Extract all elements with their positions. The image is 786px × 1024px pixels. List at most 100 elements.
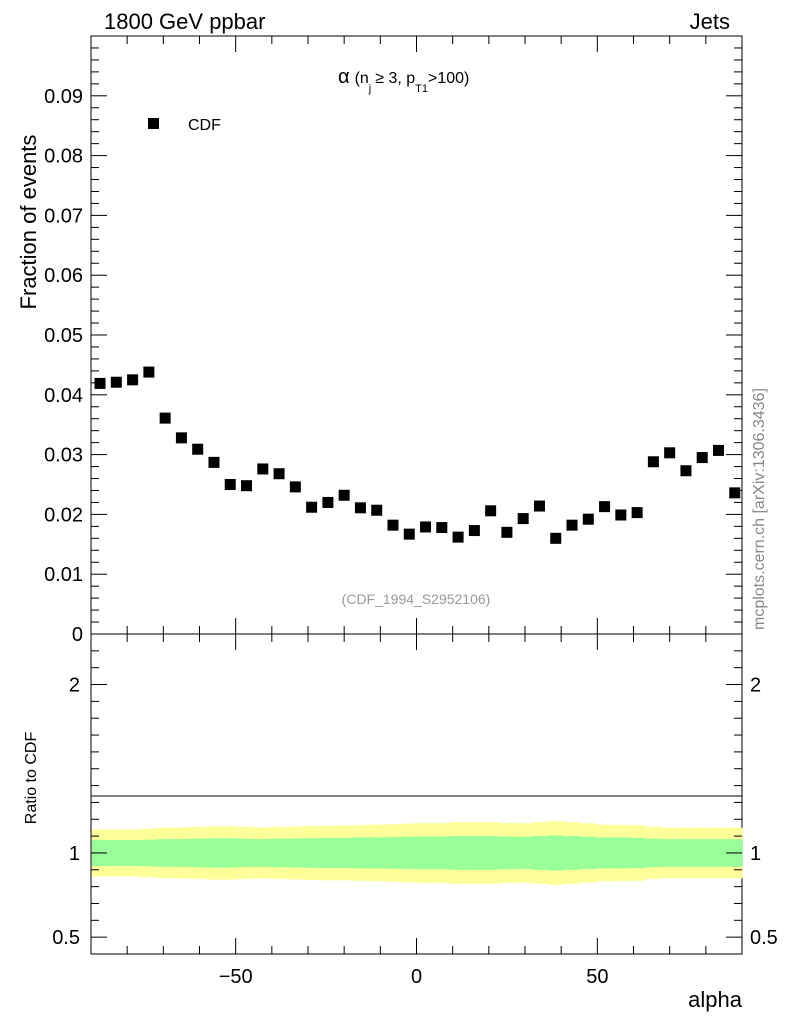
ratio-tick-label-left: 1 [69, 843, 80, 865]
cdf-data-point [94, 377, 106, 389]
ratio-inner-band-bin [368, 837, 385, 869]
ratio-inner-band-bin [157, 839, 174, 867]
ratio-inner-band-bin [270, 838, 288, 868]
title-close: >100) [428, 70, 469, 87]
ratio-inner-band-bin [352, 837, 369, 869]
y-tick-label: 0.02 [44, 504, 83, 526]
ratio-inner-band-bin [531, 836, 548, 870]
ratio-inner-band-bin [384, 837, 402, 869]
x-tick-label: 50 [586, 966, 608, 988]
cdf-data-point [550, 532, 562, 544]
cdf-data-point [696, 452, 708, 464]
cdf-data-point [159, 412, 171, 424]
cdf-markers [94, 366, 741, 544]
cdf-data-point [582, 513, 594, 525]
ratio-inner-band-bin [694, 839, 711, 867]
cdf-data-point [289, 481, 301, 493]
ratio-bands [91, 820, 743, 885]
cdf-data-point [322, 496, 334, 508]
cdf-data-point [192, 443, 204, 455]
legend-marker [148, 118, 159, 129]
ratio-inner-band-bin [189, 838, 206, 868]
cdf-data-point [647, 456, 659, 468]
ratio-tick-label-right: 2 [750, 675, 761, 697]
legend-label: CDF [188, 117, 221, 134]
cdf-data-point [533, 500, 545, 512]
cdf-data-point [143, 366, 155, 378]
ratio-inner-band-bin [580, 836, 597, 870]
ratio-tick-label-right: 0.5 [750, 927, 778, 949]
y-tick-label: 0.05 [44, 325, 83, 347]
cdf-data-point [273, 468, 285, 480]
ratio-tick-label-right: 1 [750, 843, 761, 865]
title-sub-j: j [368, 83, 371, 95]
cdf-data-point [712, 444, 724, 456]
ratio-tick-label-left: 0.5 [52, 927, 80, 949]
ratio-inner-band-bin [108, 839, 125, 866]
ratio-inner-band-bin [205, 838, 223, 868]
ratio-inner-band-bin [336, 837, 353, 869]
y-tick-label: 0.09 [44, 86, 83, 108]
y-tick-label: 0.08 [44, 146, 83, 168]
ratio-inner-band-bin [449, 836, 467, 870]
ratio-inner-band-bin [596, 837, 613, 869]
ratio-inner-band-bin [140, 839, 158, 867]
cdf-data-point [110, 376, 122, 388]
ratio-inner-band-bin [563, 836, 581, 870]
title-open: (n [355, 70, 369, 87]
ratio-inner-band-bin [547, 835, 564, 871]
ratio-y-axis-label: Ratio to CDF [23, 732, 40, 825]
cdf-data-point [485, 505, 497, 517]
ratio-inner-band-bin [515, 836, 532, 870]
cdf-data-point [338, 489, 350, 501]
cdf-data-point [436, 522, 448, 534]
cdf-data-point [127, 374, 139, 386]
cdf-data-point [729, 487, 741, 499]
y-tick-label: 0.07 [44, 205, 83, 227]
cdf-data-point [452, 531, 464, 543]
cdf-data-point [468, 525, 480, 537]
cdf-data-point [566, 519, 578, 531]
cdf-data-point [517, 513, 529, 525]
cdf-data-point [208, 456, 220, 468]
y-axis-label: Fraction of events [16, 135, 41, 310]
cdf-data-point [175, 432, 187, 444]
ratio-inner-band-bin [319, 837, 337, 868]
title-mid: ≥ 3, p [375, 70, 415, 87]
ratio-inner-band-bin [677, 839, 695, 867]
x-axis-label: alpha [688, 987, 743, 1012]
cdf-data-point [354, 502, 366, 514]
y-tick-label: 0.04 [44, 385, 83, 407]
cdf-data-point [501, 526, 513, 538]
x-tick-label: −50 [219, 966, 253, 988]
ratio-inner-band-bin [287, 838, 304, 868]
y-tick-label: 0.01 [44, 564, 83, 586]
ratio-inner-band-bin [303, 838, 320, 868]
cdf-data-point [631, 507, 643, 519]
analysis-id: (CDF_1994_S2952106) [342, 591, 491, 607]
cdf-data-point [664, 447, 676, 459]
title-sub-t1: T1 [415, 83, 428, 95]
cdf-data-point [403, 528, 415, 540]
ratio-inner-band-bin [417, 836, 434, 870]
y-tick-label: 0.06 [44, 265, 83, 287]
cdf-data-point [257, 463, 269, 475]
cdf-data-point [371, 504, 383, 516]
ratio-tick-label-left: 2 [69, 675, 80, 697]
cdf-data-point [306, 501, 318, 513]
title-alpha: α [338, 66, 350, 88]
ratio-inner-band-bin [222, 838, 239, 868]
chart-title: α (nj ≥ 3, pT1>100) [338, 66, 469, 95]
cdf-data-point [420, 521, 432, 533]
x-tick-label: 0 [411, 966, 422, 988]
ratio-inner-band-bin [433, 836, 450, 870]
ratio-inner-band-bin [254, 838, 271, 867]
ratio-inner-band-bin [612, 837, 629, 869]
cdf-data-point [241, 480, 253, 492]
ratio-inner-band-bin [124, 839, 141, 866]
ratio-inner-band-bin [710, 839, 727, 867]
header-right: Jets [690, 9, 730, 34]
ratio-inner-band-bin [173, 838, 190, 867]
ratio-inner-band-bin [401, 836, 418, 870]
